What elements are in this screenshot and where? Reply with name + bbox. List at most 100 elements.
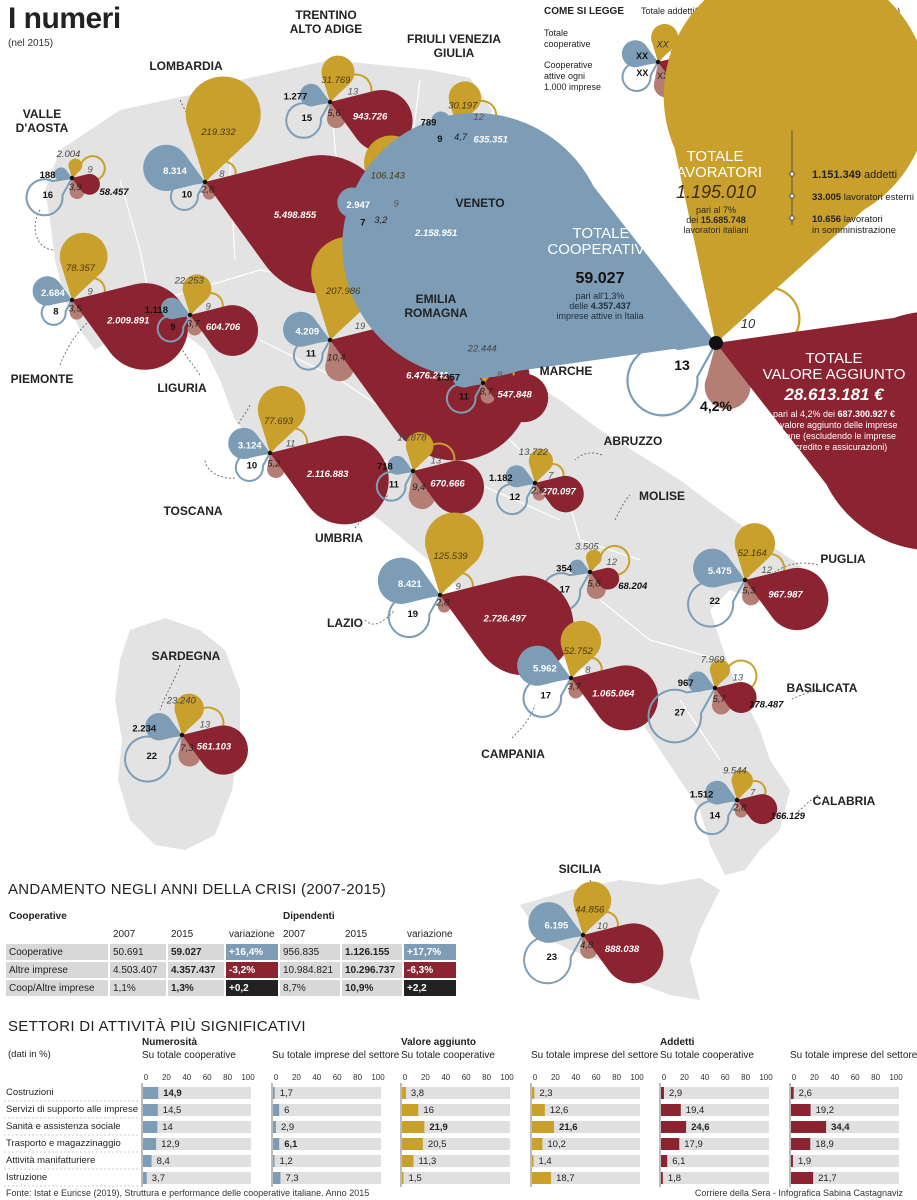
addetti-value: 3.505 bbox=[575, 541, 599, 552]
addetti-petal bbox=[174, 693, 204, 735]
region-name: MOLISE bbox=[639, 489, 685, 503]
region-glyph bbox=[496, 448, 584, 516]
side-dot bbox=[789, 193, 795, 199]
va-pct-petal bbox=[202, 182, 216, 200]
total-heading: TOTALE bbox=[806, 350, 863, 367]
region-name: LIGURIA bbox=[157, 381, 207, 395]
bar-value: 14,9 bbox=[163, 1088, 182, 1099]
bar-value: 21,9 bbox=[429, 1122, 448, 1133]
bar-track bbox=[143, 1155, 251, 1167]
ogni-mille-value: 15 bbox=[302, 113, 313, 124]
tick-label: 100 bbox=[500, 1073, 514, 1082]
col-variazione: variazione bbox=[229, 928, 275, 940]
addetti-petal bbox=[528, 448, 554, 483]
bar bbox=[402, 1121, 425, 1133]
bar-value: 12,6 bbox=[550, 1105, 569, 1116]
addetti-value: 30.197 bbox=[448, 100, 478, 111]
bar-value: 1,5 bbox=[409, 1173, 422, 1184]
ogni-mille-value: 17 bbox=[541, 691, 552, 702]
cooperative-petal bbox=[517, 645, 571, 686]
bar-value: 3,8 bbox=[411, 1088, 424, 1099]
group-title: Numerosità bbox=[142, 1037, 197, 1048]
dipendenti-value: 12 bbox=[761, 565, 772, 576]
valore-aggiunto-petal bbox=[583, 923, 664, 984]
ogni-mille-value: 22 bbox=[709, 596, 720, 607]
ogni-mille-value: 11 bbox=[459, 391, 470, 402]
valore-aggiunto-value: 635.351 bbox=[474, 134, 508, 145]
bar bbox=[661, 1104, 681, 1116]
bar-track bbox=[661, 1155, 769, 1167]
addetti-value: 19.878 bbox=[397, 432, 427, 443]
bar bbox=[791, 1121, 827, 1133]
bar-value: 7,3 bbox=[285, 1173, 298, 1184]
region-glyph bbox=[32, 232, 189, 370]
va-pct-petal bbox=[711, 688, 731, 715]
tick-label: 60 bbox=[462, 1073, 471, 1082]
bar-track bbox=[661, 1104, 769, 1116]
bar-value: 2,3 bbox=[539, 1088, 552, 1099]
bar-track bbox=[661, 1087, 769, 1099]
tick-label: 60 bbox=[333, 1073, 342, 1082]
bar-value: 6,1 bbox=[284, 1139, 298, 1150]
bar-track bbox=[143, 1104, 251, 1116]
region-name: PIEMONTE bbox=[11, 372, 74, 386]
addetti-petal bbox=[651, 23, 679, 62]
bar-value: 14 bbox=[162, 1122, 173, 1133]
addetti-petal bbox=[405, 432, 434, 471]
ogni-loop bbox=[124, 733, 184, 783]
va-pct-value: 3,9 bbox=[69, 182, 83, 193]
bar-value: 14,5 bbox=[163, 1105, 182, 1116]
va-pct-value: 3,7 bbox=[567, 682, 581, 693]
region-name: VALLE bbox=[23, 107, 61, 121]
tick-label: 40 bbox=[312, 1073, 321, 1082]
cooperative-value: 789 bbox=[421, 117, 437, 128]
valore-aggiunto-petal bbox=[737, 794, 778, 825]
tick-label: 40 bbox=[700, 1073, 709, 1082]
region-text: 1.357 22.444 547.848 3,7 8 11 MARCHE bbox=[436, 344, 592, 403]
center-dot bbox=[179, 732, 185, 738]
center-dot bbox=[410, 468, 416, 474]
region-text: 1.512 9.544 166.129 2,87 14 CALABRIA bbox=[690, 766, 876, 822]
crisis-header-row: Cooperative Dipendenti bbox=[6, 908, 456, 924]
region-name: VENETO bbox=[455, 196, 504, 210]
bar-track bbox=[402, 1172, 510, 1184]
va-pct-value: 2,8 bbox=[530, 485, 545, 496]
center-dot bbox=[568, 675, 574, 681]
ogni-loop bbox=[285, 100, 332, 139]
valore-aggiunto-value: 547.848 bbox=[497, 390, 532, 401]
tick-label: 60 bbox=[721, 1073, 730, 1082]
ogni-mille-value: 7 bbox=[360, 218, 365, 229]
va-pct-value: 5,7 bbox=[712, 694, 726, 705]
total-note: delle 4.357.437 bbox=[569, 301, 631, 311]
bar-track bbox=[661, 1138, 769, 1150]
bar-value: 10,2 bbox=[547, 1139, 566, 1150]
center-dot bbox=[69, 175, 75, 181]
addetti-petal bbox=[585, 549, 602, 572]
center-dot bbox=[587, 569, 593, 575]
region-name: SICILIA bbox=[559, 862, 602, 876]
bar bbox=[661, 1155, 668, 1167]
bar-value: 24,6 bbox=[691, 1122, 710, 1133]
bar-track bbox=[402, 1104, 510, 1116]
table-row: Cooperative 50.691 59.027 +16,4% 956.835… bbox=[6, 944, 456, 960]
region-glyph bbox=[687, 523, 829, 631]
bar bbox=[532, 1121, 555, 1133]
va-pct-petal bbox=[187, 315, 202, 336]
tick-label: 80 bbox=[871, 1073, 880, 1082]
valore-aggiunto-value: 2.009.891 bbox=[106, 315, 149, 326]
bar-track bbox=[532, 1172, 640, 1184]
cooperative-petal bbox=[693, 548, 745, 588]
region-glyph bbox=[156, 274, 259, 356]
cooperative-value: 1.357 bbox=[436, 373, 460, 384]
ogni-mille-value: 9 bbox=[170, 322, 175, 333]
ogni-mille-value: 9 bbox=[437, 134, 442, 145]
dipendenti-value: 7 bbox=[750, 788, 756, 799]
total-value: 1.195.010 bbox=[676, 182, 756, 202]
cooperative-petal bbox=[687, 671, 715, 692]
valore-aggiunto-value: 2.158.951 bbox=[414, 228, 457, 239]
cooperative-petal bbox=[377, 557, 440, 604]
bar-value: 19,4 bbox=[686, 1105, 705, 1116]
category-label: Istruzione bbox=[6, 1172, 47, 1183]
va-pct-value: 5,6 bbox=[327, 108, 341, 119]
addetti-petal bbox=[731, 769, 753, 800]
